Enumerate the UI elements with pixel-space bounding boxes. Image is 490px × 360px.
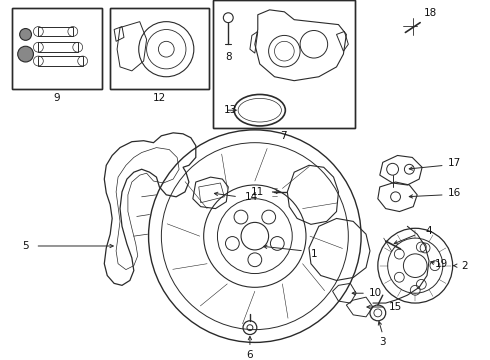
Bar	[213, 0, 355, 128]
Circle shape	[18, 46, 33, 62]
Bar	[110, 8, 209, 89]
Text: 4: 4	[426, 226, 432, 236]
Text: 2: 2	[461, 261, 468, 271]
Text: 6: 6	[246, 350, 253, 360]
Text: 8: 8	[225, 52, 232, 62]
Text: 12: 12	[153, 93, 166, 103]
Bar	[12, 8, 102, 89]
Text: 14: 14	[245, 192, 259, 202]
Bar	[213, 0, 355, 128]
Text: 15: 15	[389, 302, 402, 312]
Bar	[110, 8, 209, 89]
Text: 10: 10	[369, 288, 382, 298]
Text: 16: 16	[448, 188, 461, 198]
Text: 13: 13	[223, 105, 237, 115]
Text: 9: 9	[54, 93, 60, 103]
Circle shape	[20, 28, 31, 40]
Text: 19: 19	[435, 259, 448, 269]
Text: 5: 5	[22, 241, 29, 251]
Text: 3: 3	[379, 337, 386, 347]
Text: 17: 17	[448, 158, 461, 168]
Bar	[12, 8, 102, 89]
Text: 1: 1	[311, 249, 317, 259]
Text: 7: 7	[281, 131, 287, 141]
Text: 11: 11	[251, 187, 265, 197]
Text: 18: 18	[423, 8, 437, 18]
